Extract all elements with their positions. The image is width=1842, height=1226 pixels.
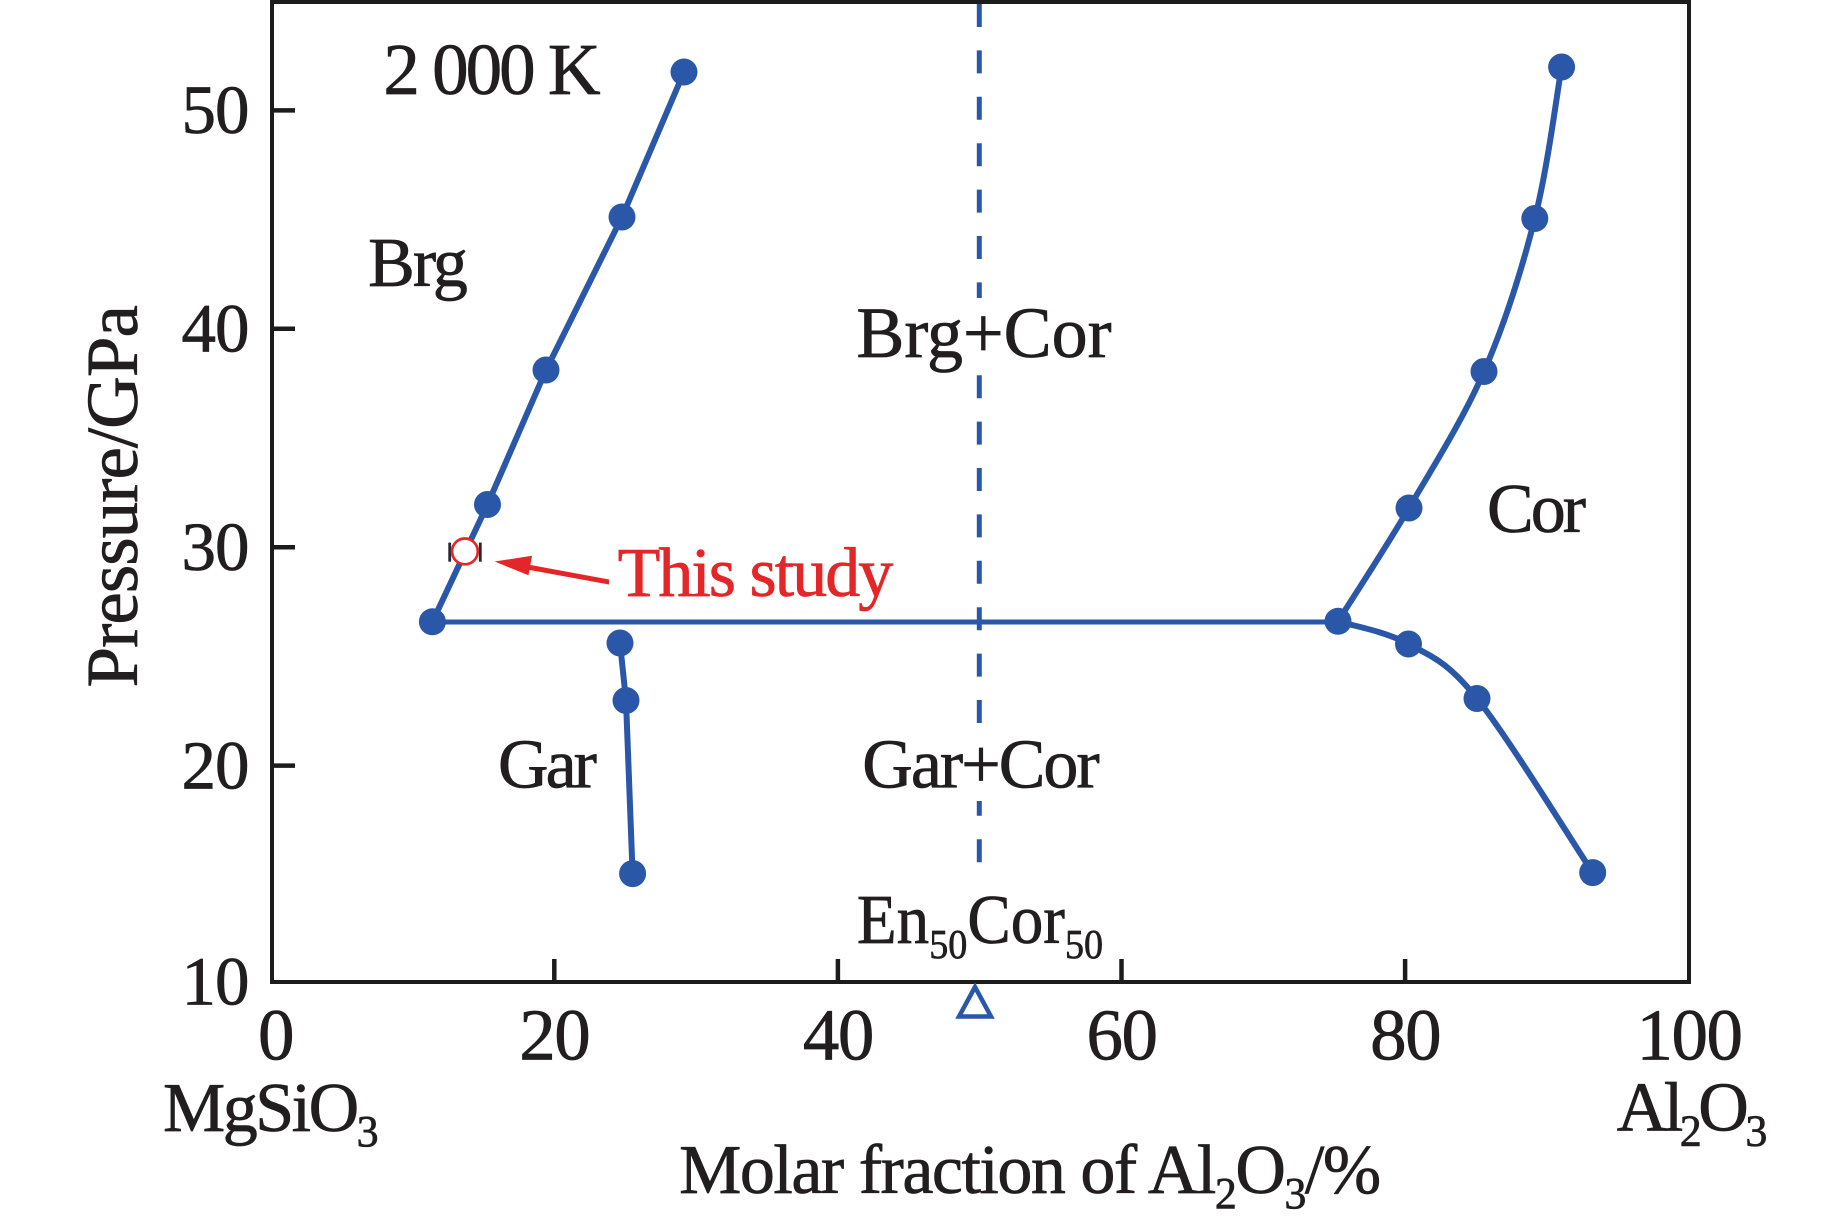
svg-text:MgSiO3: MgSiO3 bbox=[163, 1070, 378, 1156]
svg-text:80: 80 bbox=[1370, 995, 1440, 1076]
svg-text:20: 20 bbox=[182, 727, 249, 803]
svg-text:60: 60 bbox=[1087, 995, 1157, 1076]
svg-text:50: 50 bbox=[182, 72, 249, 148]
svg-text:40: 40 bbox=[182, 291, 249, 367]
svg-text:Molar fraction of Al2O3/%: Molar fraction of Al2O3/% bbox=[679, 1132, 1380, 1218]
svg-text:10: 10 bbox=[182, 944, 249, 1020]
svg-text:Cor: Cor bbox=[1487, 471, 1586, 548]
svg-text:2 000 K: 2 000 K bbox=[383, 29, 600, 110]
svg-text:40: 40 bbox=[803, 995, 873, 1076]
svg-text:En50Cor50: En50Cor50 bbox=[857, 881, 1103, 967]
svg-text:0: 0 bbox=[258, 995, 293, 1076]
svg-text:100: 100 bbox=[1637, 995, 1742, 1076]
svg-text:Pressure/GPa: Pressure/GPa bbox=[72, 306, 153, 688]
svg-text:Brg: Brg bbox=[368, 225, 467, 302]
svg-text:Gar+Cor: Gar+Cor bbox=[862, 727, 1099, 804]
svg-text:30: 30 bbox=[182, 509, 249, 585]
svg-text:Gar: Gar bbox=[498, 727, 597, 804]
svg-text:This study: This study bbox=[618, 535, 894, 612]
svg-text:Brg+Cor: Brg+Cor bbox=[856, 293, 1111, 373]
svg-text:20: 20 bbox=[519, 995, 589, 1076]
